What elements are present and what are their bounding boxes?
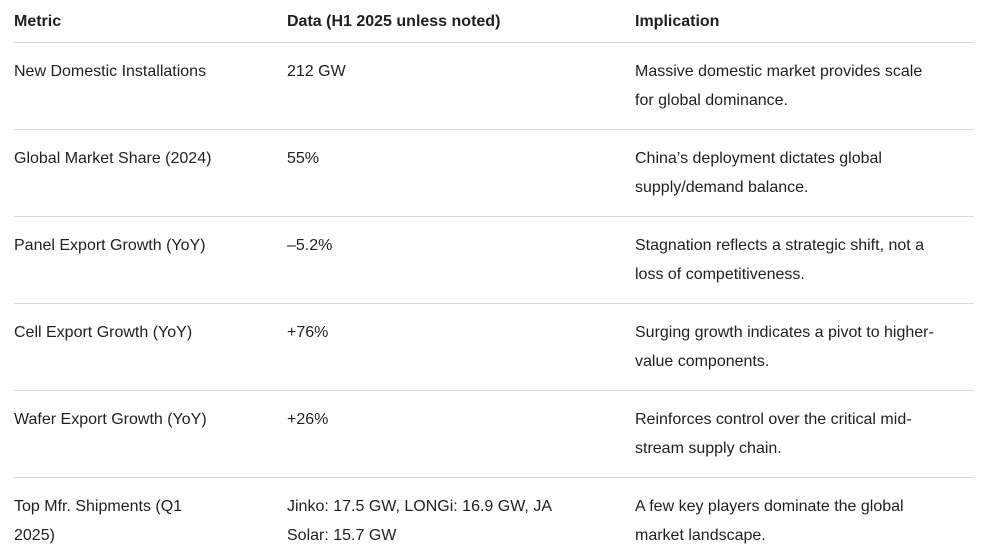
table-row: Panel Export Growth (YoY) –5.2% Stagnati… bbox=[14, 216, 974, 304]
table-row: New Domestic Installations 212 GW Massiv… bbox=[14, 42, 974, 130]
table-header-row: Metric Data (H1 2025 unless noted) Impli… bbox=[14, 0, 974, 43]
data-cell: –5.2% bbox=[287, 216, 635, 304]
table-row: Cell Export Growth (YoY) +76% Surging gr… bbox=[14, 303, 974, 391]
metric-cell: Cell Export Growth (YoY) bbox=[14, 303, 287, 391]
table-row: Wafer Export Growth (YoY) +26% Reinforce… bbox=[14, 390, 974, 478]
implication-cell: Reinforces control over the critical mid… bbox=[635, 390, 974, 478]
data-cell: 212 GW bbox=[287, 42, 635, 130]
implication-cell: Massive domestic market provides scale f… bbox=[635, 42, 974, 130]
column-header-data: Data (H1 2025 unless noted) bbox=[287, 0, 635, 43]
column-header-implication: Implication bbox=[635, 0, 974, 43]
data-cell: 55% bbox=[287, 129, 635, 217]
column-header-metric: Metric bbox=[14, 0, 287, 43]
data-cell: Jinko: 17.5 GW, LONGi: 16.9 GW, JA Solar… bbox=[287, 498, 552, 544]
metric-cell: Top Mfr. Shipments (Q1 2025) bbox=[14, 498, 183, 544]
implication-cell: A few key players dominate the global ma… bbox=[635, 498, 904, 544]
implication-cell: Stagnation reflects a strategic shift, n… bbox=[635, 216, 974, 304]
implication-cell: Surging growth indicates a pivot to high… bbox=[635, 303, 974, 391]
metric-cell: Global Market Share (2024) bbox=[14, 129, 287, 217]
metric-cell: New Domestic Installations bbox=[14, 42, 287, 130]
data-cell: +76% bbox=[287, 303, 635, 391]
implication-cell: China’s deployment dictates global suppl… bbox=[635, 129, 974, 217]
metric-cell: Panel Export Growth (YoY) bbox=[14, 216, 287, 304]
metric-cell: Wafer Export Growth (YoY) bbox=[14, 390, 287, 478]
table-row: Global Market Share (2024) 55% China’s d… bbox=[14, 129, 974, 217]
table-row: Top Mfr. Shipments (Q1 2025) Jinko: 17.5… bbox=[14, 478, 974, 559]
metrics-table: Metric Data (H1 2025 unless noted) Impli… bbox=[14, 0, 974, 559]
data-cell: +26% bbox=[287, 390, 635, 478]
